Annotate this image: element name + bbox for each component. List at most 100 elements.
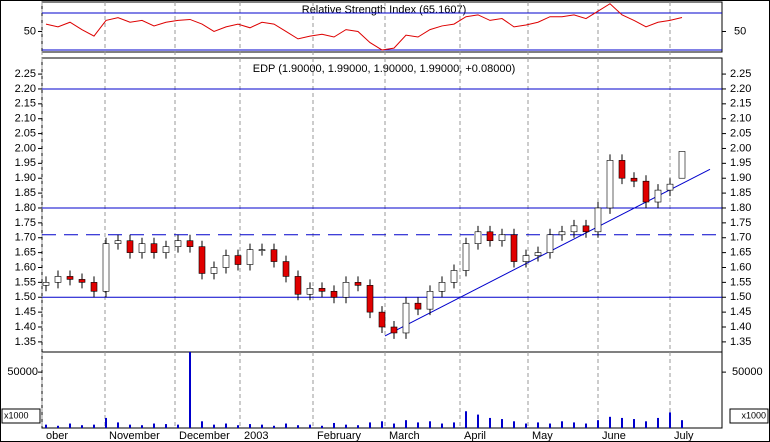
candle-body (186, 240, 194, 247)
volume-bar (537, 422, 539, 428)
volume-bar (213, 424, 215, 428)
unit-label: x1000 (4, 410, 29, 420)
volume-bar (249, 424, 251, 428)
volume-bar (237, 425, 239, 428)
candle-body (678, 151, 686, 179)
y-tick-label: 1.65 (730, 247, 751, 259)
y-tick-label: 2.15 (730, 98, 751, 110)
y-tick-label: 2.25 (15, 68, 36, 80)
y-tick-label: 1.55 (730, 276, 751, 288)
candle-body (306, 288, 314, 295)
y-tick-label: 2.05 (730, 127, 751, 139)
volume-bar (345, 424, 347, 428)
y-tick-label: 1.90 (730, 172, 751, 184)
y-tick-label: 1.65 (15, 247, 36, 259)
candle-body (570, 225, 578, 233)
volume-bar (225, 423, 227, 428)
volume-bar (309, 424, 311, 428)
volume-bar (357, 425, 359, 428)
volume-bar (525, 423, 527, 428)
volume-bar (189, 352, 191, 428)
y-tick-label: 1.50 (730, 291, 751, 303)
x-tick-label: May (532, 430, 553, 442)
candle-body (258, 249, 266, 251)
y-tick-label: 1.85 (730, 187, 751, 199)
candle-body (270, 249, 278, 262)
y-tick-label: 50 (734, 25, 746, 37)
y-tick-label: 1.80 (730, 202, 751, 214)
unit-box (729, 408, 769, 424)
y-tick-label: 1.90 (15, 172, 36, 184)
candle-body (606, 160, 614, 209)
candle-body (498, 234, 506, 242)
candle-body (390, 326, 398, 334)
candle-body (114, 240, 122, 244)
volume-bar (681, 420, 683, 428)
volume-bar (321, 425, 323, 428)
volume-bar (477, 414, 479, 428)
candle-body (174, 240, 182, 247)
y-tick-label: 2.15 (15, 98, 36, 110)
y-tick-label: 1.45 (15, 306, 36, 318)
y-tick-label: 2.10 (730, 113, 751, 125)
y-tick-label: 1.95 (15, 157, 36, 169)
candle-body (90, 282, 98, 292)
candle-body (558, 231, 566, 236)
candle-body (246, 249, 254, 265)
candle-body (234, 255, 242, 265)
volume-bar (273, 425, 275, 428)
unit-box (1, 408, 41, 424)
y-tick-label: 2.00 (15, 142, 36, 154)
volume-bar (201, 421, 203, 428)
volume-bar (621, 417, 623, 428)
candle-body (42, 282, 50, 286)
volume-bar (297, 425, 299, 428)
candle-body (342, 282, 350, 298)
candle-body (414, 302, 422, 310)
y-tick-label: 1.60 (730, 261, 751, 273)
candle-body (378, 311, 386, 328)
candle-body (522, 255, 530, 262)
y-tick-label: 1.35 (15, 336, 36, 348)
volume-bar (441, 423, 443, 428)
volume-bar (285, 423, 287, 428)
candle-body (486, 231, 494, 242)
volume-bar (57, 425, 59, 428)
candle-body (162, 246, 170, 253)
candle-body (630, 177, 638, 182)
y-tick-label: 1.50 (15, 291, 36, 303)
y-tick-label: 2.10 (15, 113, 36, 125)
y-tick-label: 1.35 (730, 336, 751, 348)
x-tick-label: ober (46, 430, 68, 442)
candle-body (366, 285, 374, 313)
volume-bar (597, 420, 599, 428)
y-tick-label: 1.75 (730, 217, 751, 229)
volume-bar (129, 424, 131, 428)
rsi-title: Relative Strength Index (65.1607) (302, 4, 467, 16)
candle-body (534, 252, 542, 256)
candle-body (198, 246, 206, 274)
y-tick-label: 50 (24, 25, 36, 37)
candle-body (618, 160, 626, 179)
rsi-line (45, 3, 683, 51)
candle-body (594, 207, 602, 233)
candle-body (150, 243, 158, 253)
volume-bar (585, 423, 587, 428)
y-tick-label: 2.25 (730, 68, 751, 80)
candle-body (546, 234, 554, 253)
x-tick-label: December (179, 430, 230, 442)
candle-body (354, 282, 362, 286)
y-tick-label: 2.20 (15, 83, 36, 95)
x-tick-label: April (464, 430, 486, 442)
volume-bar (93, 424, 95, 428)
volume-bar (165, 424, 167, 428)
x-tick-label: March (389, 430, 420, 442)
candle-body (138, 243, 146, 253)
candle-body (330, 290, 338, 298)
volume-bar (645, 421, 647, 428)
y-tick-label: 1.45 (730, 306, 751, 318)
y-tick-label: 1.70 (730, 232, 751, 244)
candle-body (462, 243, 470, 271)
y-tick-label: 1.75 (15, 217, 36, 229)
candle-body (318, 288, 326, 292)
